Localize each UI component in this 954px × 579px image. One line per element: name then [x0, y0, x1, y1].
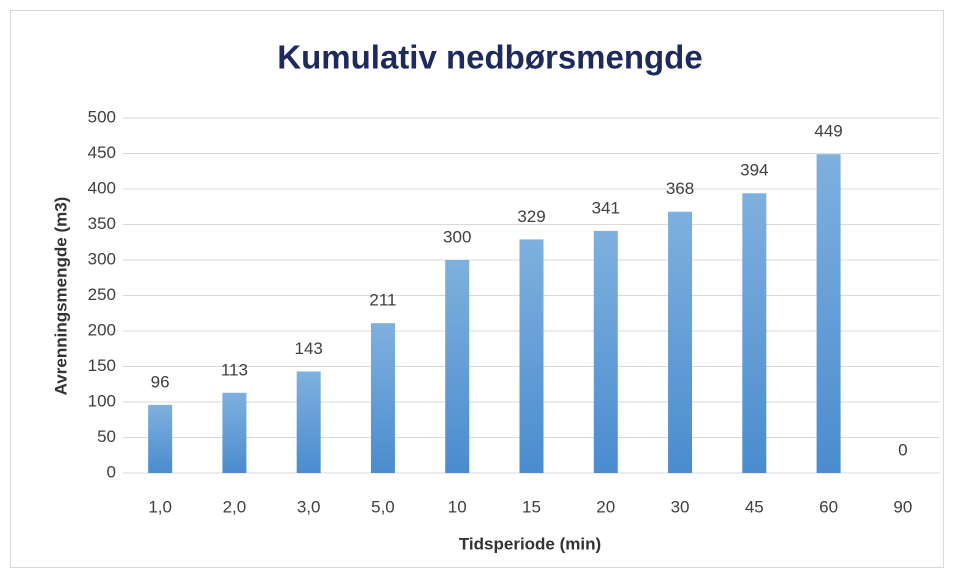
bar [742, 193, 767, 473]
y-tick-label: 50 [97, 427, 116, 446]
data-label: 300 [443, 227, 471, 246]
data-label: 143 [294, 339, 322, 358]
bar [445, 260, 470, 473]
y-tick-label: 300 [88, 249, 116, 268]
bar [296, 371, 321, 473]
x-tick-label: 30 [671, 497, 690, 516]
y-tick-label: 500 [88, 107, 116, 126]
y-axis-label: Avrenningsmengde (m3) [51, 197, 70, 396]
y-tick-label: 100 [88, 391, 116, 410]
bar [593, 230, 618, 473]
x-tick-label: 2,0 [223, 497, 247, 516]
data-label: 211 [369, 291, 396, 310]
y-tick-label: 0 [107, 462, 116, 481]
data-label: 96 [151, 372, 170, 391]
x-tick-label: 1,0 [148, 497, 172, 516]
x-axis-label: Tidsperiode (min) [459, 534, 601, 553]
y-tick-label: 350 [88, 214, 116, 233]
x-tick-label: 60 [819, 497, 838, 516]
data-label: 368 [666, 179, 694, 198]
bar [222, 392, 247, 473]
data-label: 0 [898, 440, 907, 459]
chart-title: Kumulativ nedbørsmengde [277, 39, 702, 76]
x-tick-label: 45 [745, 497, 764, 516]
bar [370, 323, 395, 473]
y-tick-label: 200 [88, 320, 116, 339]
x-tick-label: 10 [448, 497, 467, 516]
y-tick-label: 250 [88, 285, 116, 304]
data-label: 394 [740, 161, 768, 180]
bar [519, 239, 544, 473]
data-label: 449 [814, 122, 842, 141]
bar [148, 404, 173, 473]
bar [668, 211, 693, 473]
y-tick-label: 150 [88, 356, 116, 375]
y-tick-label: 450 [88, 143, 116, 162]
x-tick-label: 15 [522, 497, 541, 516]
data-label: 329 [517, 207, 545, 226]
data-label: 113 [221, 360, 248, 379]
data-label: 341 [592, 198, 620, 217]
x-tick-label: 20 [596, 497, 615, 516]
x-tick-label: 3,0 [297, 497, 321, 516]
chart-border [10, 10, 944, 568]
y-tick-label: 400 [88, 178, 116, 197]
x-tick-label: 90 [893, 497, 912, 516]
x-tick-label: 5,0 [371, 497, 395, 516]
bar [816, 154, 841, 473]
